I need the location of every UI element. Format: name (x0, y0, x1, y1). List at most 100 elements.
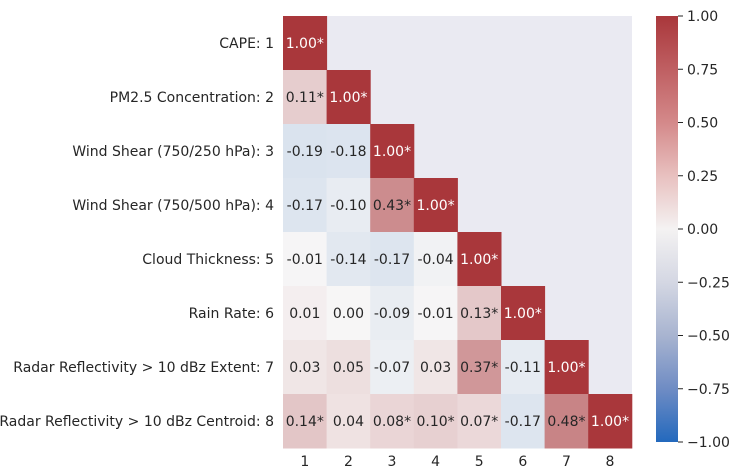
heatmap-cell (413, 394, 458, 449)
heatmap-cell (413, 286, 458, 341)
row-tick-label: Radar Reflectivity > 10 dBz Extent: 7 (13, 360, 274, 376)
heatmap-cell (283, 70, 328, 125)
cell-value-label: -0.04 (417, 252, 453, 268)
row-tick-label: Rain Rate: 6 (189, 306, 274, 322)
heatmap-annotations: 1.00* 0.11* 1.00* -0.19 -0.18 1.00* -0.17 -0.10… (286, 36, 629, 430)
heatmap-cell (326, 70, 371, 125)
column-tick-label: 4 (431, 454, 440, 470)
cell-value-label: 0.11* (286, 90, 324, 106)
colorbar-tick-label: 1.00 (687, 9, 718, 25)
cell-value-label: -0.14 (330, 252, 366, 268)
cell-value-label: -0.18 (330, 144, 366, 160)
heatmap-cell (457, 394, 502, 449)
heatmap-cell (457, 232, 502, 287)
cell-value-label: 1.00* (591, 414, 629, 430)
cell-value-label: -0.17 (374, 252, 410, 268)
cell-value-label: 0.04 (333, 414, 364, 430)
cell-value-label: -0.10 (330, 198, 366, 214)
cell-value-label: 1.00* (373, 144, 411, 160)
heatmap-cell (370, 232, 415, 287)
column-tick-label: 1 (300, 454, 309, 470)
heatmap-cell (326, 178, 371, 233)
heatmap-cell (588, 394, 633, 449)
cell-value-label: 0.43* (373, 198, 411, 214)
heatmap-cells (283, 16, 633, 449)
heatmap-cell (370, 394, 415, 449)
column-tick-label: 3 (388, 454, 397, 470)
heatmap-cell (283, 232, 328, 287)
colorbar-tick-label: −0.50 (687, 329, 730, 345)
cell-value-label: 0.13* (460, 306, 498, 322)
cell-value-label: -0.17 (287, 198, 323, 214)
cell-value-label: 0.07* (460, 414, 498, 430)
cell-value-label: 0.14* (286, 414, 324, 430)
cell-value-label: 0.00 (333, 306, 364, 322)
heatmap-cell (326, 232, 371, 287)
cell-value-label: -0.01 (417, 306, 453, 322)
cell-value-label: 0.37* (460, 360, 498, 376)
colorbar-tick-label: −0.25 (687, 275, 730, 291)
heatmap-cell (544, 394, 589, 449)
heatmap-cell (283, 178, 328, 233)
cell-value-label: 0.05 (333, 360, 364, 376)
heatmap-cell (370, 286, 415, 341)
colorbar-ticks: 1.00 0.75 0.50 0.25 0.00 −0.25 −0.50 −0.75 −1.00 (678, 9, 730, 451)
colorbar-tick-label: −1.00 (687, 435, 730, 451)
heatmap-cell (544, 340, 589, 395)
heatmap-cell (457, 286, 502, 341)
cell-value-label: 1.00* (504, 306, 542, 322)
heatmap-cell (326, 340, 371, 395)
heatmap-cell (370, 124, 415, 179)
column-tick-label: 7 (562, 454, 571, 470)
colorbar (656, 16, 678, 442)
column-tick-label: 2 (344, 454, 353, 470)
heatmap-cell (413, 232, 458, 287)
cell-value-label: -0.01 (287, 252, 323, 268)
heatmap-cell (413, 178, 458, 233)
colorbar-tick-label: 0.75 (687, 62, 718, 78)
cell-value-label: 1.00* (417, 198, 455, 214)
cell-value-label: 0.08* (373, 414, 411, 430)
cell-value-label: -0.11 (505, 360, 541, 376)
row-tick-label: CAPE: 1 (219, 36, 274, 52)
cell-value-label: -0.17 (505, 414, 541, 430)
cell-value-label: 1.00* (460, 252, 498, 268)
heatmap-cell (326, 394, 371, 449)
cell-value-label: 1.00* (286, 36, 324, 52)
cell-value-label: 0.03 (420, 360, 451, 376)
cell-value-label: 0.10* (417, 414, 455, 430)
heatmap-cell (283, 16, 328, 71)
cell-value-label: 1.00* (547, 360, 585, 376)
column-tick-label: 5 (475, 454, 484, 470)
heatmap-cell (413, 340, 458, 395)
cell-value-label: 1.00* (329, 90, 367, 106)
colorbar-tick-label: 0.50 (687, 116, 718, 132)
row-tick-label: Wind Shear (750/250 hPa): 3 (72, 144, 274, 160)
colorbar-tick-label: −0.75 (687, 382, 730, 398)
cell-value-label: 0.01 (289, 306, 320, 322)
row-tick-label: Cloud Thickness: 5 (142, 252, 274, 268)
cell-value-label: 0.48* (547, 414, 585, 430)
heatmap-cell (283, 286, 328, 341)
column-tick-label: 6 (518, 454, 527, 470)
row-tick-label: PM2.5 Concentration: 2 (110, 90, 274, 106)
row-tick-label: Wind Shear (750/500 hPa): 4 (72, 198, 274, 214)
heatmap-cell (283, 340, 328, 395)
heatmap-cell (501, 394, 546, 449)
column-tick-label: 8 (606, 454, 615, 470)
cell-value-label: 0.03 (289, 360, 320, 376)
heatmap-cell (326, 286, 371, 341)
row-tick-label: Radar Reflectivity > 10 dBz Centroid: 8 (0, 414, 274, 430)
column-labels: 1 2 3 4 5 6 7 8 (300, 454, 614, 470)
cell-value-label: -0.07 (374, 360, 410, 376)
row-labels: CAPE: 1 PM2.5 Concentration: 2 Wind Shear … (0, 36, 274, 430)
heatmap-cell (501, 286, 546, 341)
colorbar-tick-label: 0.25 (687, 169, 718, 185)
cell-value-label: -0.19 (287, 144, 323, 160)
heatmap-cell (457, 340, 502, 395)
heatmap-cell (283, 394, 328, 449)
heatmap-cell (501, 340, 546, 395)
colorbar-tick-label: 0.00 (687, 222, 718, 238)
heatmap-cell (326, 124, 371, 179)
